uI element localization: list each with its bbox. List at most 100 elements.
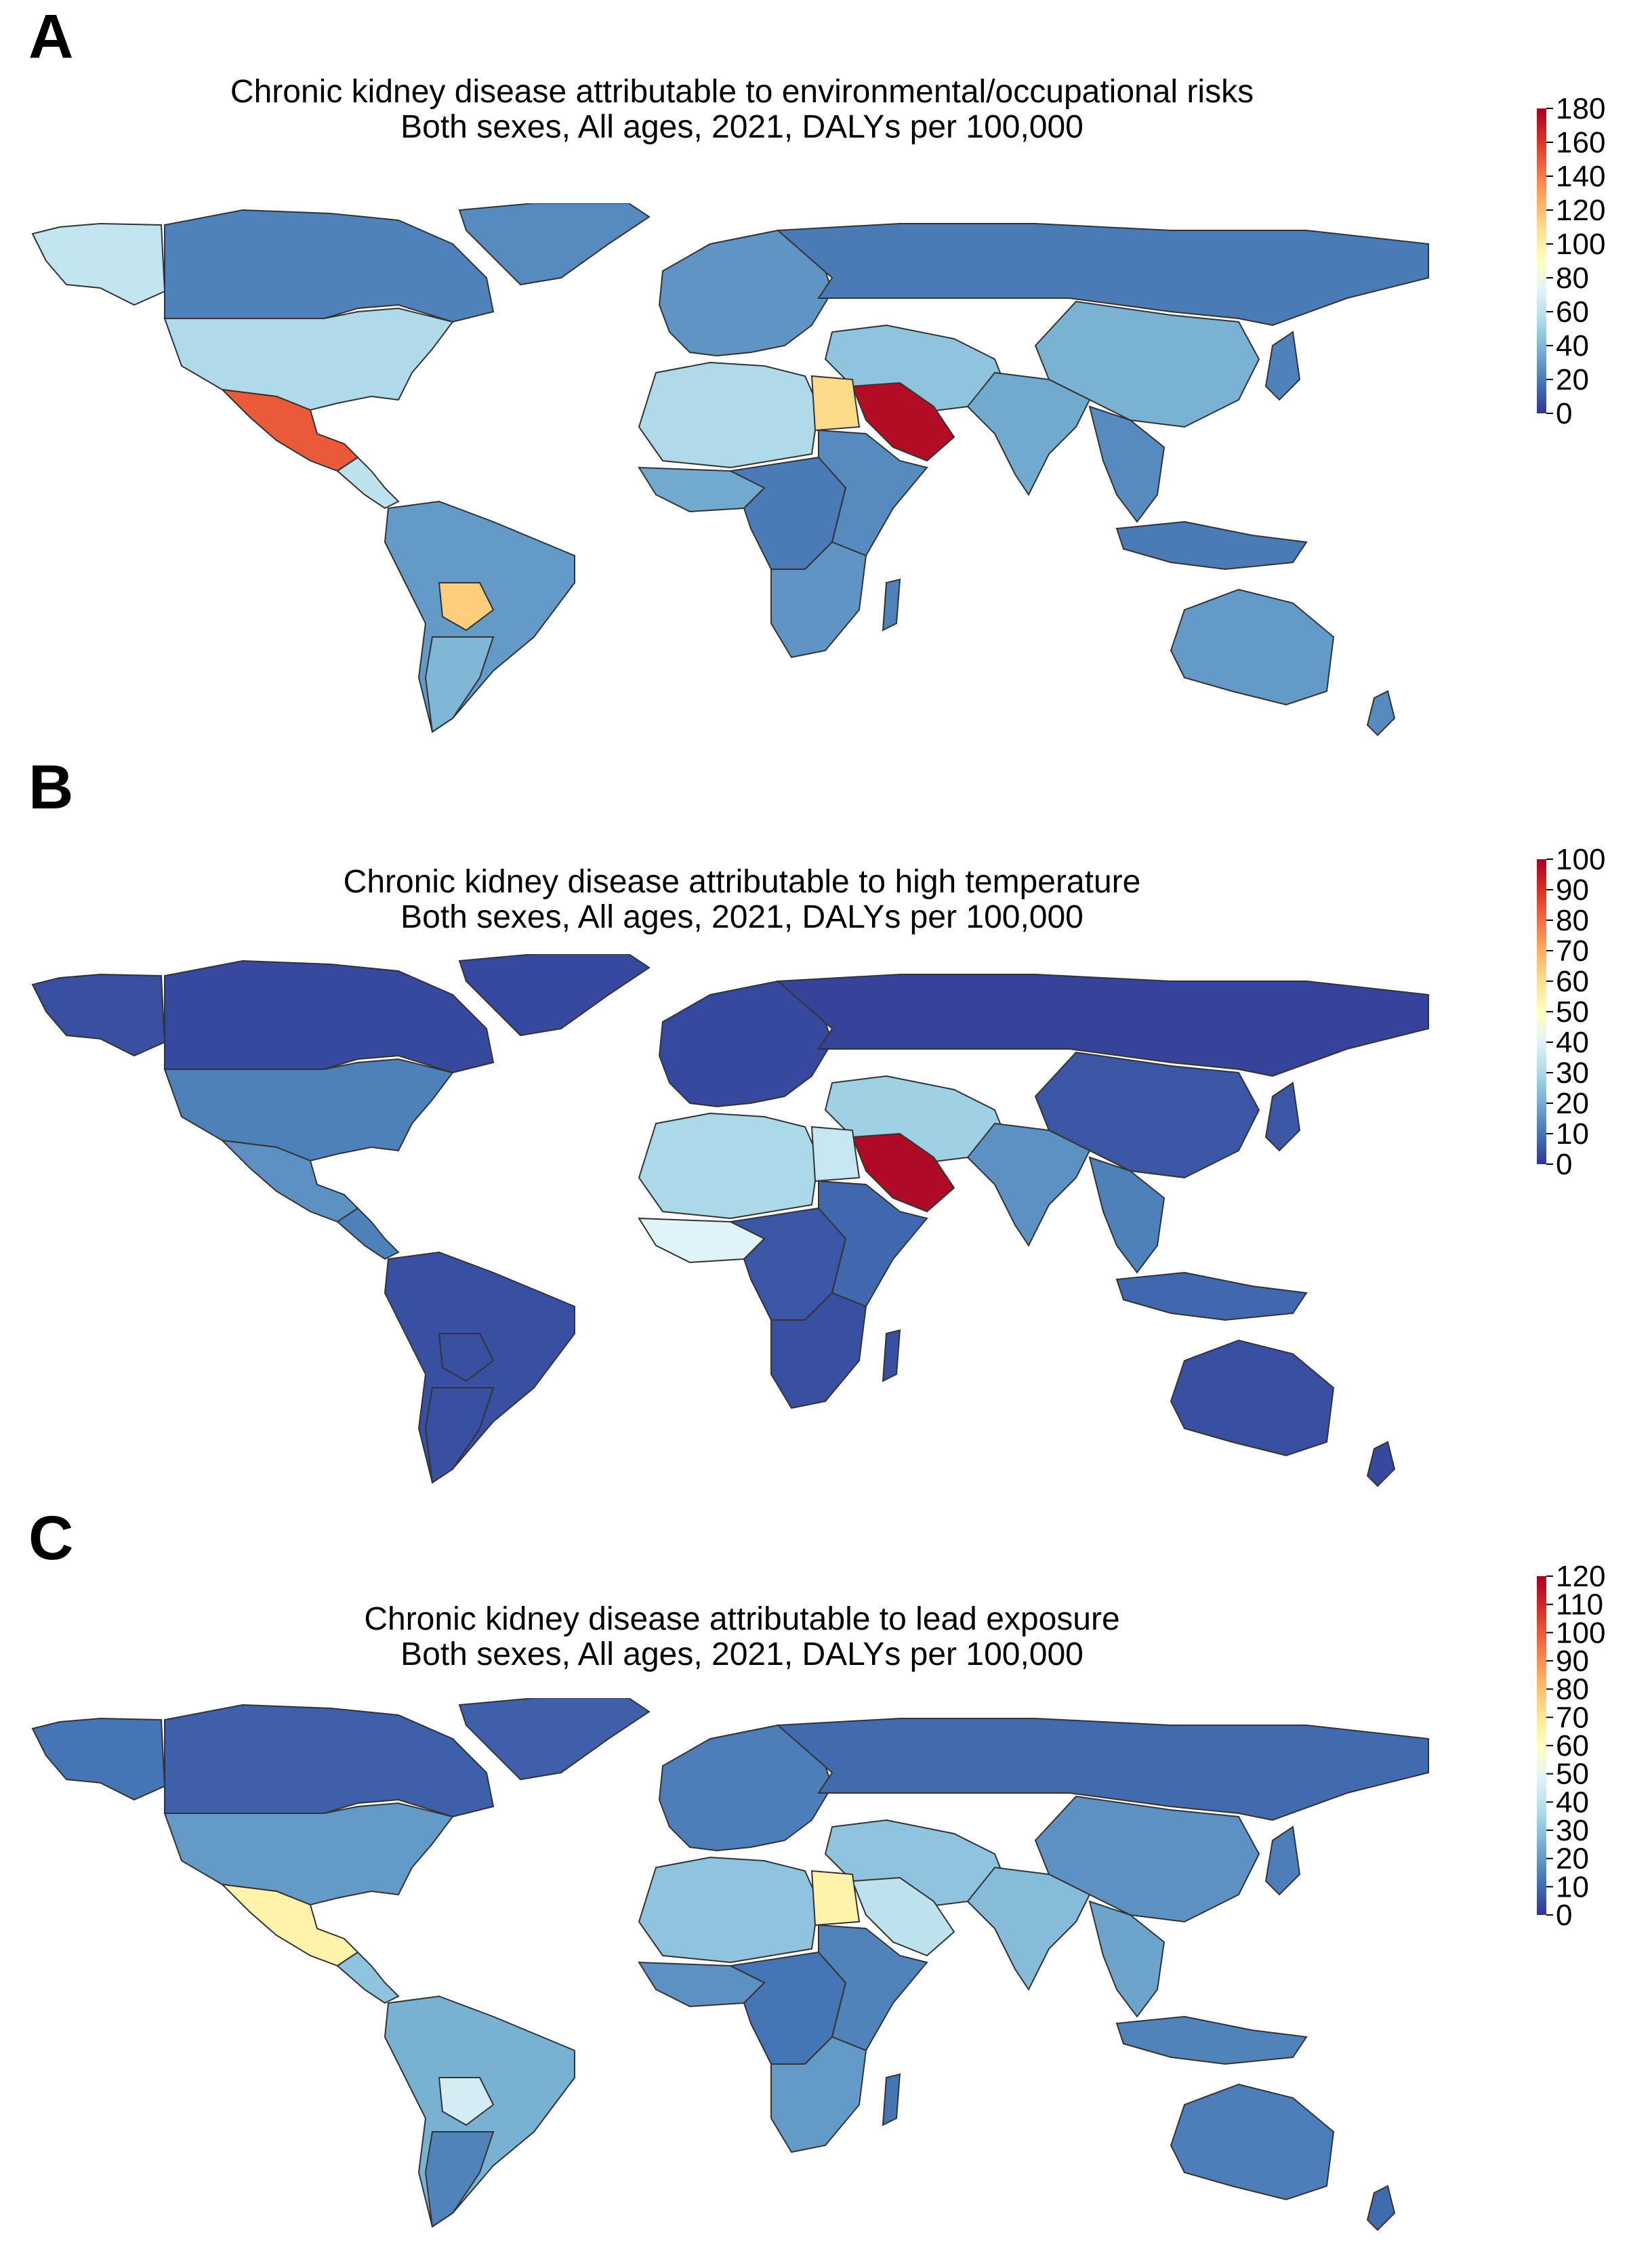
legend-tick-label: 80 [1556,1673,1589,1706]
color-legend: 120 110 100 90 80 70 60 50 40 30 20 10 0 [1537,1560,1645,1932]
title-line-2: Both sexes, All ages, 2021, DALYs per 10… [400,899,1084,935]
legend-gradient-bar [1537,1576,1546,1915]
region-canada [164,209,495,323]
legend-tick-label: 50 [1556,995,1589,1029]
legend-tick-label: 20 [1556,363,1589,396]
region-north-africa [638,361,820,469]
legend-tick-label: 10 [1556,1117,1589,1151]
region-india [966,371,1091,496]
region-southeast-asia [1088,1156,1166,1274]
legend-tick-label: 100 [1556,1616,1605,1649]
region-bolivia [438,1333,495,1382]
region-australia [1170,588,1335,706]
region-alaska [31,222,166,306]
map-title: Chronic kidney disease attributable to h… [0,865,1484,935]
world-map [31,954,1429,1487]
legend-tick-label: 60 [1556,1729,1589,1762]
title-line-2: Both sexes, All ages, 2021, DALYs per 10… [400,1636,1084,1672]
panel-c: C Chronic kidney disease attributable to… [0,1502,1650,2247]
region-saudi-arabia [851,1876,955,1957]
legend-tick-label: 40 [1556,1026,1589,1059]
legend-tick-label: 40 [1556,329,1589,363]
map-title: Chronic kidney disease attributable to l… [0,1602,1484,1672]
panel-letter: A [28,2,74,71]
region-central-america [336,456,400,510]
legend-tick-label: 60 [1556,295,1589,329]
legend-tick-label: 140 [1556,160,1605,193]
region-central-america [336,1951,400,2004]
title-line-1: Chronic kidney disease attributable to l… [364,1601,1120,1637]
region-egypt [810,1126,861,1182]
region-argentina [424,2131,495,2228]
legend-gradient-bar [1537,108,1546,413]
region-usa [163,1802,454,1906]
legend-tick-label: 100 [1556,228,1605,261]
region-russia [776,223,1429,327]
region-alaska [31,1717,166,1801]
region-southern-africa [770,2036,867,2153]
region-usa [163,1058,454,1162]
title-line-1: Chronic kidney disease attributable to e… [230,74,1254,110]
region-indonesia [1115,2015,1308,2065]
title-line-1: Chronic kidney disease attributable to h… [343,864,1141,900]
region-saudi-arabia [851,1132,955,1213]
legend-gradient-bar [1537,859,1546,1164]
legend-tick-label: 40 [1556,1786,1589,1819]
region-central-america [336,1207,400,1260]
legend-tick-label: 70 [1556,1701,1589,1734]
legend-tick-label: 80 [1556,262,1589,295]
legend-tick-label: 110 [1556,1588,1603,1622]
legend-tick-label: 80 [1556,904,1589,937]
panel-a: A Chronic kidney disease attributable to… [0,0,1650,745]
legend-tick-label: 120 [1556,194,1605,227]
region-india [966,1122,1091,1247]
region-japan [1264,1081,1301,1152]
title-line-2: Both sexes, All ages, 2021, DALYs per 10… [400,109,1084,145]
legend-tick-label: 20 [1556,1842,1589,1876]
world-map [31,1698,1429,2231]
region-bolivia [438,582,495,632]
legend-tick-label: 30 [1556,1056,1589,1090]
region-russia [776,974,1429,1077]
region-china [1034,300,1260,428]
legend-tick-label: 160 [1556,126,1605,159]
region-egypt [810,1870,861,1926]
region-greenland [458,954,651,1037]
region-madagascar [882,1329,901,1382]
legend-tick-label: 30 [1556,1814,1589,1847]
panel-b: B Chronic kidney disease attributable to… [0,751,1650,1496]
region-greenland [458,1698,651,1781]
legend-tick-label: 70 [1556,934,1589,968]
region-bolivia [438,2077,495,2126]
region-japan [1264,1826,1301,1896]
legend-tick-label: 0 [1556,397,1572,430]
region-usa [163,307,454,411]
region-egypt [810,375,861,432]
region-russia [776,1718,1429,1821]
panel-letter: B [28,753,74,822]
region-argentina [424,1387,495,1484]
region-india [966,1866,1091,1991]
legend-tick-label: 90 [1556,1645,1589,1678]
map-title: Chronic kidney disease attributable to e… [0,75,1484,145]
panel-letter: C [28,1504,74,1573]
region-japan [1264,331,1301,401]
region-argentina [424,636,495,733]
legend-tick-label: 0 [1556,1148,1572,1181]
region-east-africa [818,1180,928,1308]
region-southern-africa [770,1292,867,1409]
region-indonesia [1115,520,1308,571]
region-new-zealand [1366,1441,1396,1487]
legend-tick-label: 100 [1556,843,1605,876]
region-greenland [458,203,651,286]
region-alaska [31,973,166,1057]
region-canada [164,1704,495,1818]
region-canada [164,960,495,1074]
region-australia [1170,1339,1335,1457]
region-madagascar [882,2073,901,2126]
region-southern-africa [770,541,867,659]
region-indonesia [1115,1271,1308,1321]
